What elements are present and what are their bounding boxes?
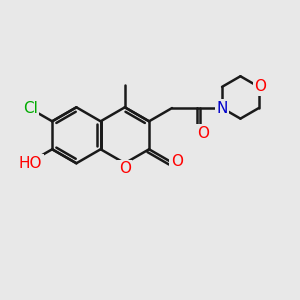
Text: O: O	[254, 79, 266, 94]
Text: HO: HO	[19, 156, 42, 171]
Text: Cl: Cl	[23, 101, 38, 116]
Text: O: O	[171, 154, 183, 169]
Text: O: O	[197, 126, 209, 141]
Text: O: O	[119, 161, 131, 176]
Text: N: N	[216, 100, 228, 116]
